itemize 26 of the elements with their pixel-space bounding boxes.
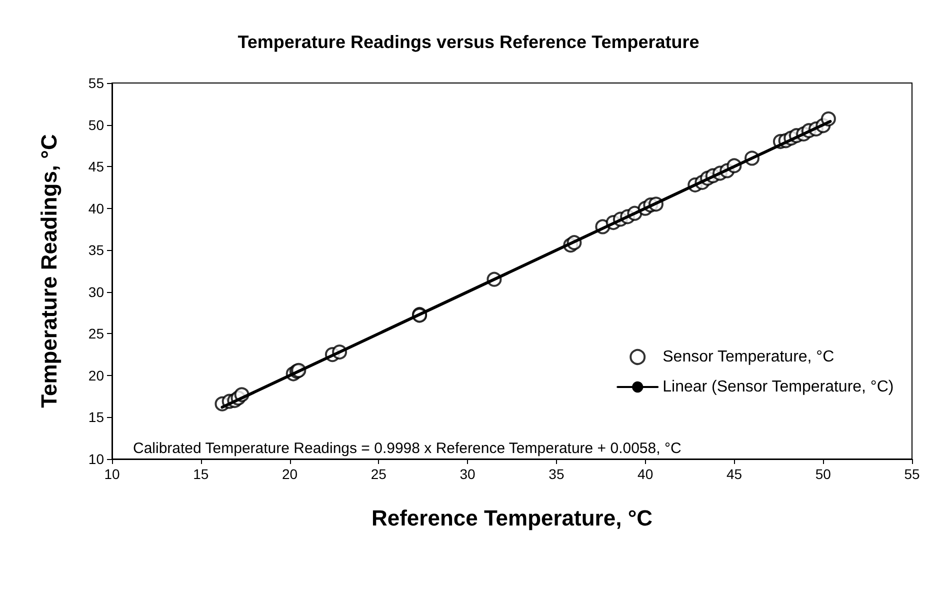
x-tick-label: 40	[638, 466, 654, 482]
x-tick-label: 10	[104, 466, 120, 482]
x-tick-label: 30	[460, 466, 476, 482]
y-tick-label: 20	[88, 367, 104, 384]
y-tick-label: 15	[88, 409, 104, 426]
x-tick-label: 45	[726, 466, 742, 482]
y-tick-label: 30	[88, 284, 104, 300]
y-tick-label: 25	[88, 326, 104, 342]
y-tick-label: 45	[88, 158, 104, 175]
annotation: Calibrated Temperature Readings = 0.9998 x Reference Temperature + 0.0058, °C	[133, 440, 682, 457]
x-tick-label: 15	[193, 466, 209, 482]
legend-label: Linear (Sensor Temperature, °C)	[662, 378, 894, 396]
x-tick-label: 25	[370, 466, 387, 482]
legend-label: Sensor Temperature, °C	[662, 348, 834, 366]
y-tick-label: 40	[88, 200, 104, 216]
y-tick-label: 55	[88, 75, 104, 91]
x-tick-label: 35	[548, 466, 564, 482]
x-tick-label: 55	[904, 466, 920, 482]
y-tick-label: 50	[88, 116, 104, 133]
chart-title: Temperature Readings versus Reference Temperature	[238, 32, 700, 52]
x-axis-title: Reference Temperature, °C	[371, 506, 653, 530]
y-tick-label: 35	[88, 242, 104, 258]
x-tick-label: 50	[815, 466, 832, 482]
x-tick-label: 20	[282, 466, 298, 482]
y-axis-title: Temperature Readings, °C	[36, 134, 62, 408]
y-tick-label: 10	[88, 451, 104, 467]
